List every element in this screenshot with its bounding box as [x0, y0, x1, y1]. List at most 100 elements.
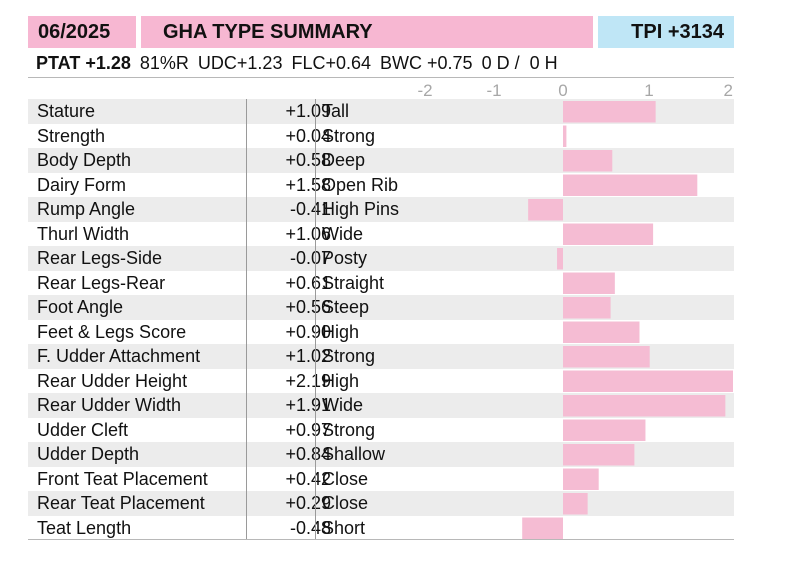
trait-name: Udder Cleft	[37, 419, 129, 440]
trait-value: -0.07	[289, 248, 331, 268]
trait-name: Udder Depth	[37, 444, 140, 464]
trait-descriptor: Posty	[322, 248, 368, 268]
trait-bar	[563, 370, 733, 392]
trait-bar	[563, 321, 640, 343]
trait-name: Feet & Legs Score	[37, 321, 187, 342]
axis-tick-label: 1	[644, 81, 653, 100]
trait-bar	[563, 493, 588, 515]
daughters-herds-count: 0 D / 0 H	[481, 53, 558, 73]
trait-descriptor: Deep	[322, 150, 366, 170]
bar-zone	[417, 515, 734, 540]
trait-bar	[522, 517, 563, 539]
trait-descriptor: Close	[322, 493, 369, 513]
udc-value: UDC+1.23	[197, 53, 283, 73]
trait-descriptor: Wide	[322, 223, 364, 244]
trait-descriptor: Strong	[322, 346, 376, 366]
trait-row: Rear Legs-Side -0.07 Posty	[28, 246, 734, 271]
trait-name: Teat Length	[37, 517, 132, 538]
trait-name: Stature	[37, 101, 96, 121]
trait-value: +0.61	[285, 272, 331, 293]
trait-value: +1.02	[285, 346, 331, 366]
column-divider-value	[246, 99, 247, 540]
column-divider-desc	[315, 99, 316, 540]
trait-value: +0.84	[285, 444, 331, 464]
trait-descriptor: High	[322, 370, 360, 391]
ptat-value: PTAT +1.28	[36, 53, 131, 73]
trait-bar	[563, 297, 611, 319]
tpi-badge: TPI +3134	[598, 16, 734, 48]
trait-value: +0.04	[285, 125, 331, 146]
axis-tick-label: 2	[724, 81, 733, 100]
trait-name: Rear Teat Placement	[37, 493, 205, 513]
trait-name: Rear Legs-Side	[37, 248, 163, 268]
trait-bar	[563, 101, 656, 123]
trait-descriptor: Straight	[322, 272, 385, 293]
trait-value: +1.09	[285, 101, 331, 121]
trait-bar	[563, 174, 698, 196]
trait-value: +1.58	[285, 174, 331, 195]
summary-header: 06/2025 GHA TYPE SUMMARY TPI +3134	[28, 16, 734, 48]
trait-bar	[557, 248, 563, 270]
trait-descriptor: High	[322, 321, 360, 342]
trait-value: +0.29	[285, 493, 331, 513]
header-divider	[28, 77, 734, 78]
axis-tick-label: 0	[558, 81, 567, 100]
trait-value: +1.91	[285, 395, 331, 415]
trait-name: Rear Legs-Rear	[37, 272, 166, 293]
trait-name: Front Teat Placement	[37, 468, 208, 489]
table-bottom-rule	[28, 539, 734, 540]
trait-bar	[563, 346, 650, 368]
bwc-value: BWC +0.75	[380, 53, 473, 73]
trait-row: Rump Angle -0.41 High Pins	[28, 197, 734, 222]
bar-zone	[417, 197, 734, 222]
trait-bar	[563, 125, 567, 147]
trait-name: Rear Udder Width	[37, 395, 182, 415]
flc-value: FLC+0.64	[291, 53, 372, 73]
trait-value: +1.06	[285, 223, 331, 244]
composite-summary-line: PTAT +1.28 81%R UDC+1.23 FLC+0.64 BWC +0.75 0…	[36, 52, 567, 74]
trait-row: Teat Length -0.48 Short	[28, 515, 734, 540]
axis-tick-label: -1	[486, 81, 501, 100]
trait-bar	[563, 395, 726, 417]
bar-zone	[417, 246, 734, 271]
axis-tick-label: -2	[417, 81, 432, 100]
trait-bar	[563, 223, 654, 245]
trait-name: F. Udder Attachment	[37, 346, 201, 366]
trait-name: Rump Angle	[37, 199, 136, 219]
trait-descriptor: Steep	[322, 297, 370, 317]
trait-name: Foot Angle	[37, 297, 124, 317]
trait-bar	[563, 150, 613, 172]
trait-descriptor: High Pins	[322, 199, 400, 219]
evaluation-date: 06/2025	[28, 16, 136, 48]
trait-bar	[563, 419, 646, 441]
trait-name: Body Depth	[37, 150, 132, 170]
trait-bar	[528, 199, 563, 221]
trait-value: +0.58	[285, 150, 331, 170]
trait-name: Strength	[37, 125, 106, 146]
bar-zone	[417, 123, 734, 148]
trait-bar	[563, 272, 615, 294]
trait-value: +2.19	[285, 370, 331, 391]
trait-value: +0.56	[285, 297, 331, 317]
trait-name: Thurl Width	[37, 223, 130, 244]
trait-value: -0.48	[289, 517, 331, 538]
trait-descriptor: Strong	[322, 419, 376, 440]
trait-descriptor: Wide	[322, 395, 364, 415]
trait-name: Rear Udder Height	[37, 370, 188, 391]
trait-name: Dairy Form	[37, 174, 126, 195]
reliability-value: 81%R	[139, 53, 189, 73]
trait-row: Strength +0.04 Strong	[28, 123, 734, 148]
trait-value: -0.41	[289, 199, 331, 219]
trait-bar	[563, 468, 599, 490]
trait-value: +0.42	[285, 468, 331, 489]
trait-descriptor: Strong	[322, 125, 376, 146]
trait-descriptor: Tall	[322, 101, 350, 121]
trait-descriptor: Short	[322, 517, 366, 538]
trait-descriptor: Close	[322, 468, 369, 489]
trait-value: +0.90	[285, 321, 331, 342]
trait-value: +0.97	[285, 419, 331, 440]
trait-bar	[563, 444, 635, 466]
trait-descriptor: Open Rib	[322, 174, 399, 195]
trait-descriptor: Shallow	[322, 444, 386, 464]
